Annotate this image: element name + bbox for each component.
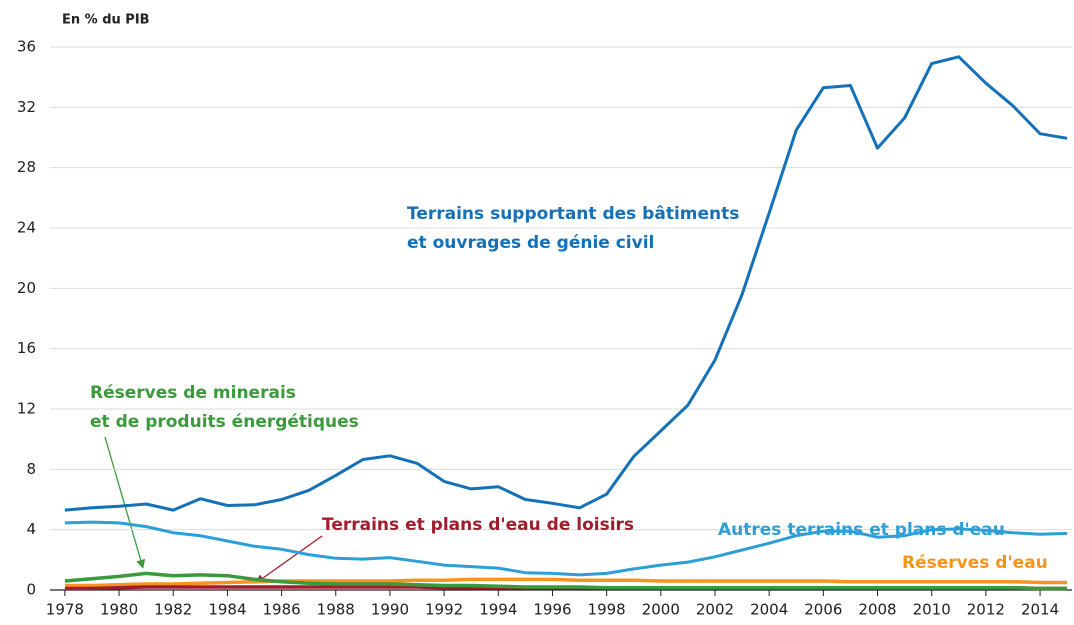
x-tick-label: 2010 — [913, 601, 951, 619]
series-line — [64, 55, 1068, 512]
x-tick-label: 1998 — [588, 601, 626, 619]
annotation: Terrains et plans d'eau de loisirs — [322, 515, 634, 535]
y-tick-label: 36 — [17, 38, 36, 56]
y-tick-label: 16 — [17, 339, 36, 357]
x-tick-label: 1990 — [371, 601, 409, 619]
series-line — [64, 520, 1068, 577]
x-tick-label: 1980 — [100, 601, 138, 619]
x-tick-label: 1992 — [425, 601, 463, 619]
x-tick-label: 2000 — [642, 601, 680, 619]
x-tick-label: 2004 — [750, 601, 788, 619]
x-tick-label: 1996 — [533, 601, 571, 619]
annotation: Réserves d'eau — [902, 553, 1048, 573]
y-axis-label: En % du PIB — [62, 13, 150, 28]
y-tick-label: 0 — [26, 581, 36, 599]
y-tick-label: 28 — [17, 158, 36, 176]
series-line — [64, 577, 1068, 588]
x-tick-label: 1982 — [154, 601, 192, 619]
x-tick-label: 2006 — [804, 601, 842, 619]
annotation: Réserves de minerais — [90, 383, 296, 403]
x-tick-label: 1984 — [208, 601, 246, 619]
annotation-arrow — [255, 535, 323, 584]
y-tick-label: 8 — [26, 460, 36, 478]
y-tick-label: 4 — [26, 520, 36, 538]
annotation: Autres terrains et plans d'eau — [718, 520, 1005, 540]
x-tick-label: 1988 — [317, 601, 355, 619]
x-tick-label: 2002 — [696, 601, 734, 619]
x-tick-label: 1978 — [46, 601, 84, 619]
y-tick-label: 24 — [17, 219, 36, 237]
x-tick-label: 1986 — [263, 601, 301, 619]
x-tick-label: 2008 — [858, 601, 896, 619]
y-tick-label: 32 — [17, 98, 36, 116]
annotation-arrow — [104, 436, 146, 569]
annotation: et ouvrages de génie civil — [407, 233, 654, 253]
x-tick-label: 2012 — [967, 601, 1005, 619]
series-line — [64, 571, 1068, 591]
annotation: et de produits énergétiques — [90, 412, 359, 432]
y-tick-label: 12 — [17, 400, 36, 418]
y-tick-label: 20 — [17, 279, 36, 297]
annotation: Terrains supportant des bâtiments — [407, 204, 739, 224]
x-tick-label: 2014 — [1021, 601, 1059, 619]
x-tick-label: 1994 — [479, 601, 517, 619]
